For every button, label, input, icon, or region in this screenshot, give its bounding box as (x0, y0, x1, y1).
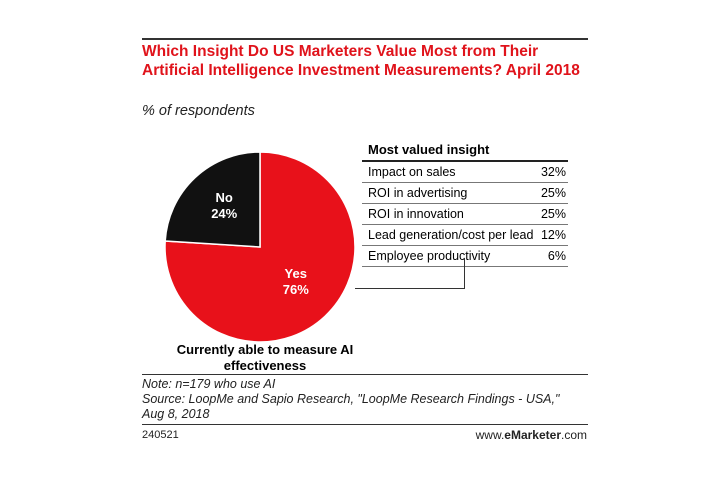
table-header: Most valued insight (362, 140, 568, 162)
chart-subtitle: % of respondents (142, 103, 255, 119)
insight-table: Most valued insight Impact on sales 32% RO… (362, 140, 568, 267)
pie-value-no: 24% (211, 206, 237, 221)
row-label: Impact on sales (368, 165, 456, 179)
brand-name: eMarketer (504, 428, 561, 442)
row-label: ROI in innovation (368, 207, 464, 221)
pie-caption: Currently able to measure AI effectivene… (176, 342, 354, 373)
row-value: 6% (547, 249, 566, 263)
brand-prefix: www. (475, 428, 505, 442)
brand-url[interactable]: www.eMarketer.com (476, 428, 587, 442)
table-row: Impact on sales 32% (362, 162, 568, 183)
source-line-2: Aug 8, 2018 (142, 407, 210, 421)
row-label: Employee productivity (368, 249, 491, 263)
row-label: ROI in advertising (368, 186, 468, 200)
row-value: 32% (540, 165, 566, 179)
row-value: 25% (540, 186, 566, 200)
pie-slice-yes (164, 151, 356, 343)
chart-id: 240521 (142, 429, 179, 441)
pie-label-yes: Yes (285, 266, 307, 281)
pie-value-yes: 76% (283, 282, 309, 297)
pie-slice-no (164, 151, 261, 248)
row-value: 25% (540, 207, 566, 221)
chart-title: Which Insight Do US Marketers Value Most… (142, 43, 580, 79)
connector-vertical (464, 258, 465, 289)
pie-slices (164, 151, 356, 343)
table-row: ROI in advertising 25% (362, 183, 568, 204)
table-row: Employee productivity 6% (362, 246, 568, 267)
source-line-1: Source: LoopMe and Sapio Research, "Loop… (142, 392, 560, 406)
table-row: ROI in innovation 25% (362, 204, 568, 225)
connector-horizontal (355, 288, 465, 289)
brand-suffix: .com (560, 428, 587, 442)
note-text: Note: n=179 who use AI (142, 377, 276, 391)
table-row: Lead generation/cost per lead 12% (362, 225, 568, 246)
notes-rule (142, 374, 588, 375)
table-rows: Impact on sales 32% ROI in advertising 25% R… (362, 162, 568, 267)
row-label: Lead generation/cost per lead (368, 228, 534, 242)
footer-rule (142, 424, 588, 425)
row-value: 12% (540, 228, 566, 242)
pie-label-no: No (216, 190, 233, 205)
top-rule (142, 38, 588, 40)
notes: Note: n=179 who use AI Source: LoopMe an… (142, 377, 588, 422)
